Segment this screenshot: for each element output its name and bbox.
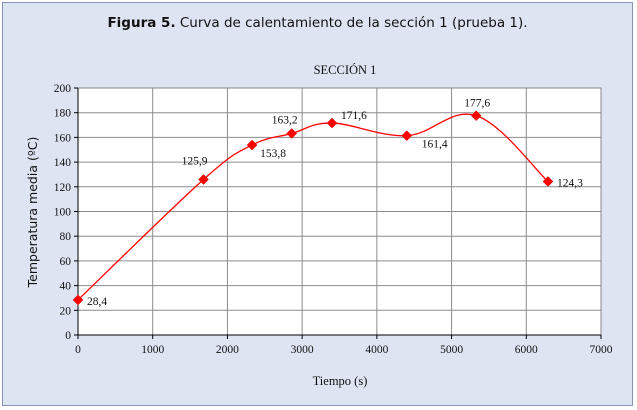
data-point-marker	[542, 176, 554, 187]
data-label: 171,6	[341, 110, 367, 122]
x-tick-label: 4000	[365, 344, 388, 356]
x-tick-label: 2000	[216, 344, 239, 356]
y-tick-label: 120	[54, 182, 72, 194]
y-tick-label: 140	[54, 157, 72, 169]
figure-caption: Figura 5. Curva de calentamiento de la s…	[3, 15, 632, 31]
y-tick-label: 60	[60, 256, 72, 268]
data-label: 28,4	[87, 296, 107, 308]
data-point-marker	[198, 174, 209, 185]
x-tick-label: 6000	[515, 344, 538, 356]
data-label: 153,8	[260, 148, 286, 160]
caption-label: Figura 5.	[107, 15, 176, 31]
data-labels: 28,4 125,9 153,8 163,2 171,6 161,4 177,6 124,3	[87, 98, 583, 308]
y-tick-label: 40	[60, 281, 72, 293]
y-tick-labels: 0 20 40 60 80 100 120 140 160 180 200	[54, 83, 78, 342]
y-tick-label: 100	[54, 207, 72, 219]
x-tick-label: 1000	[141, 344, 164, 356]
data-label: 161,4	[422, 139, 448, 151]
caption-text: Curva de calentamiento de la sección 1 (…	[179, 15, 528, 31]
y-tick-label: 160	[54, 132, 72, 144]
data-label: 177,6	[464, 98, 490, 110]
data-label: 124,3	[557, 177, 583, 189]
x-tick-label: 7000	[590, 344, 613, 356]
chart-title: SECCIÓN 1	[314, 63, 377, 77]
data-point-marker	[72, 294, 84, 306]
series-markers	[72, 110, 554, 306]
y-tick-label: 200	[54, 83, 72, 95]
data-point-marker	[246, 139, 258, 151]
y-tick-label: 20	[60, 305, 72, 317]
y-tick-label: 80	[60, 231, 72, 243]
x-axis-label: Tiempo (s)	[313, 374, 368, 388]
data-label: 125,9	[182, 156, 208, 168]
x-tick-labels: 0 1000 2000 3000 4000 5000 6000 7000	[75, 335, 613, 356]
x-tick-label: 0	[75, 344, 81, 356]
data-point-marker	[470, 110, 482, 122]
y-axis-label: Temperatura media (ºC)	[25, 137, 40, 289]
x-tick-label: 3000	[291, 344, 314, 356]
grid	[78, 88, 601, 335]
y-tick-label: 180	[54, 108, 72, 120]
data-point-marker	[286, 128, 298, 139]
x-tick-label: 5000	[440, 344, 463, 356]
y-tick-label: 0	[65, 330, 71, 342]
data-point-marker	[401, 130, 413, 142]
data-label: 163,2	[272, 114, 298, 126]
data-point-marker	[326, 117, 338, 129]
